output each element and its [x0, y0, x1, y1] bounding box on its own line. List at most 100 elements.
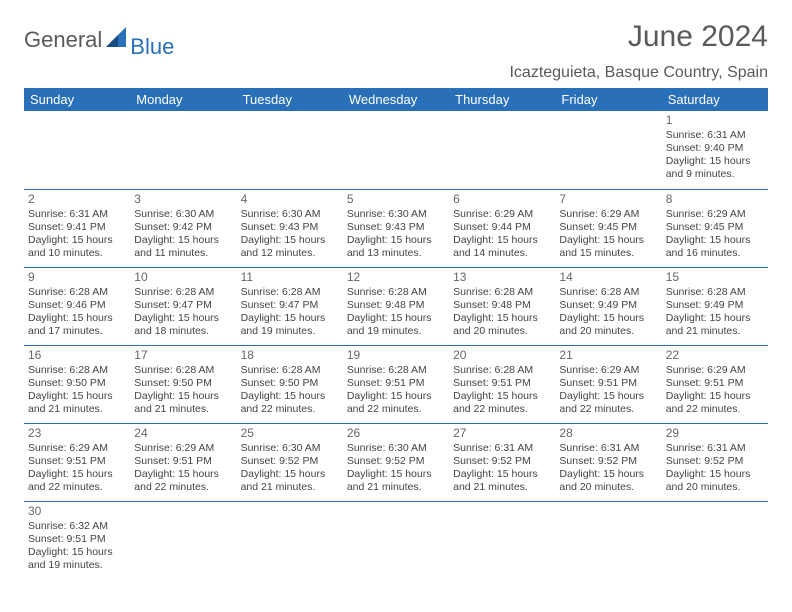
sunrise-line: Sunrise: 6:32 AM: [28, 520, 126, 533]
day-headers-row: SundayMondayTuesdayWednesdayThursdayFrid…: [24, 88, 768, 111]
calendar-cell: 13Sunrise: 6:28 AMSunset: 9:48 PMDayligh…: [449, 267, 555, 345]
calendar-cell-empty: [449, 111, 555, 189]
calendar-cell-empty: [237, 501, 343, 579]
calendar-row: 1Sunrise: 6:31 AMSunset: 9:40 PMDaylight…: [24, 111, 768, 189]
location-text: Icazteguieta, Basque Country, Spain: [24, 64, 768, 82]
calendar-cell: 22Sunrise: 6:29 AMSunset: 9:51 PMDayligh…: [662, 345, 768, 423]
logo-text-general: General: [24, 27, 102, 53]
sunset-line: Sunset: 9:48 PM: [347, 299, 445, 312]
sunset-line: Sunset: 9:45 PM: [559, 221, 657, 234]
sunset-line: Sunset: 9:51 PM: [134, 455, 232, 468]
daylight-line: Daylight: 15 hours and 22 minutes.: [241, 390, 339, 416]
sunrise-line: Sunrise: 6:29 AM: [28, 442, 126, 455]
daylight-line: Daylight: 15 hours and 18 minutes.: [134, 312, 232, 338]
daylight-line: Daylight: 15 hours and 20 minutes.: [559, 312, 657, 338]
sunset-line: Sunset: 9:51 PM: [28, 533, 126, 546]
daylight-line: Daylight: 15 hours and 22 minutes.: [28, 468, 126, 494]
daylight-line: Daylight: 15 hours and 20 minutes.: [559, 468, 657, 494]
sunrise-line: Sunrise: 6:28 AM: [28, 286, 126, 299]
daylight-line: Daylight: 15 hours and 21 minutes.: [134, 390, 232, 416]
sunset-line: Sunset: 9:43 PM: [347, 221, 445, 234]
daylight-line: Daylight: 15 hours and 9 minutes.: [666, 155, 764, 181]
calendar-cell: 11Sunrise: 6:28 AMSunset: 9:47 PMDayligh…: [237, 267, 343, 345]
daylight-line: Daylight: 15 hours and 17 minutes.: [28, 312, 126, 338]
sunset-line: Sunset: 9:48 PM: [453, 299, 551, 312]
day-header: Saturday: [662, 88, 768, 111]
day-number: 22: [666, 348, 764, 363]
calendar-cell: 1Sunrise: 6:31 AMSunset: 9:40 PMDaylight…: [662, 111, 768, 189]
daylight-line: Daylight: 15 hours and 22 minutes.: [666, 390, 764, 416]
day-number: 30: [28, 504, 126, 519]
day-number: 21: [559, 348, 657, 363]
sunrise-line: Sunrise: 6:28 AM: [241, 364, 339, 377]
calendar-cell: 12Sunrise: 6:28 AMSunset: 9:48 PMDayligh…: [343, 267, 449, 345]
daylight-line: Daylight: 15 hours and 20 minutes.: [453, 312, 551, 338]
sunrise-line: Sunrise: 6:28 AM: [347, 286, 445, 299]
calendar-cell: 23Sunrise: 6:29 AMSunset: 9:51 PMDayligh…: [24, 423, 130, 501]
calendar-cell-empty: [343, 501, 449, 579]
day-number: 13: [453, 270, 551, 285]
calendar-cell: 25Sunrise: 6:30 AMSunset: 9:52 PMDayligh…: [237, 423, 343, 501]
sunset-line: Sunset: 9:51 PM: [559, 377, 657, 390]
day-number: 2: [28, 192, 126, 207]
day-number: 16: [28, 348, 126, 363]
daylight-line: Daylight: 15 hours and 10 minutes.: [28, 234, 126, 260]
sunrise-line: Sunrise: 6:29 AM: [453, 208, 551, 221]
sunset-line: Sunset: 9:52 PM: [453, 455, 551, 468]
calendar-row: 16Sunrise: 6:28 AMSunset: 9:50 PMDayligh…: [24, 345, 768, 423]
calendar-cell: 8Sunrise: 6:29 AMSunset: 9:45 PMDaylight…: [662, 189, 768, 267]
sunset-line: Sunset: 9:45 PM: [666, 221, 764, 234]
calendar-cell: 24Sunrise: 6:29 AMSunset: 9:51 PMDayligh…: [130, 423, 236, 501]
sunset-line: Sunset: 9:52 PM: [241, 455, 339, 468]
calendar-cell: 7Sunrise: 6:29 AMSunset: 9:45 PMDaylight…: [555, 189, 661, 267]
sunrise-line: Sunrise: 6:28 AM: [666, 286, 764, 299]
calendar-body: 1Sunrise: 6:31 AMSunset: 9:40 PMDaylight…: [24, 111, 768, 579]
calendar-cell: 21Sunrise: 6:29 AMSunset: 9:51 PMDayligh…: [555, 345, 661, 423]
day-header: Tuesday: [237, 88, 343, 111]
daylight-line: Daylight: 15 hours and 22 minutes.: [453, 390, 551, 416]
day-number: 10: [134, 270, 232, 285]
sunrise-line: Sunrise: 6:28 AM: [453, 286, 551, 299]
logo-sail-icon: [104, 25, 130, 56]
sunrise-line: Sunrise: 6:31 AM: [28, 208, 126, 221]
sunset-line: Sunset: 9:51 PM: [666, 377, 764, 390]
daylight-line: Daylight: 15 hours and 22 minutes.: [134, 468, 232, 494]
daylight-line: Daylight: 15 hours and 13 minutes.: [347, 234, 445, 260]
day-number: 26: [347, 426, 445, 441]
sunset-line: Sunset: 9:47 PM: [134, 299, 232, 312]
daylight-line: Daylight: 15 hours and 21 minutes.: [347, 468, 445, 494]
calendar-cell: 2Sunrise: 6:31 AMSunset: 9:41 PMDaylight…: [24, 189, 130, 267]
sunrise-line: Sunrise: 6:28 AM: [347, 364, 445, 377]
day-number: 19: [347, 348, 445, 363]
daylight-line: Daylight: 15 hours and 19 minutes.: [28, 546, 126, 572]
sunrise-line: Sunrise: 6:29 AM: [666, 208, 764, 221]
sunrise-line: Sunrise: 6:31 AM: [666, 129, 764, 142]
sunset-line: Sunset: 9:43 PM: [241, 221, 339, 234]
sunrise-line: Sunrise: 6:29 AM: [559, 208, 657, 221]
day-number: 6: [453, 192, 551, 207]
calendar-cell: 16Sunrise: 6:28 AMSunset: 9:50 PMDayligh…: [24, 345, 130, 423]
calendar-cell: 9Sunrise: 6:28 AMSunset: 9:46 PMDaylight…: [24, 267, 130, 345]
calendar-cell: 17Sunrise: 6:28 AMSunset: 9:50 PMDayligh…: [130, 345, 236, 423]
sunrise-line: Sunrise: 6:30 AM: [134, 208, 232, 221]
sunrise-line: Sunrise: 6:28 AM: [134, 364, 232, 377]
sunrise-line: Sunrise: 6:30 AM: [241, 208, 339, 221]
sunrise-line: Sunrise: 6:29 AM: [134, 442, 232, 455]
calendar-cell: 15Sunrise: 6:28 AMSunset: 9:49 PMDayligh…: [662, 267, 768, 345]
sunset-line: Sunset: 9:49 PM: [666, 299, 764, 312]
daylight-line: Daylight: 15 hours and 22 minutes.: [347, 390, 445, 416]
sunset-line: Sunset: 9:41 PM: [28, 221, 126, 234]
sunset-line: Sunset: 9:52 PM: [559, 455, 657, 468]
calendar-cell-empty: [343, 111, 449, 189]
daylight-line: Daylight: 15 hours and 21 minutes.: [453, 468, 551, 494]
day-header: Wednesday: [343, 88, 449, 111]
calendar-row: 23Sunrise: 6:29 AMSunset: 9:51 PMDayligh…: [24, 423, 768, 501]
day-number: 18: [241, 348, 339, 363]
daylight-line: Daylight: 15 hours and 20 minutes.: [666, 468, 764, 494]
sunset-line: Sunset: 9:52 PM: [666, 455, 764, 468]
calendar-row: 2Sunrise: 6:31 AMSunset: 9:41 PMDaylight…: [24, 189, 768, 267]
calendar-table: SundayMondayTuesdayWednesdayThursdayFrid…: [24, 88, 768, 579]
calendar-cell: 28Sunrise: 6:31 AMSunset: 9:52 PMDayligh…: [555, 423, 661, 501]
sunset-line: Sunset: 9:50 PM: [241, 377, 339, 390]
day-number: 17: [134, 348, 232, 363]
